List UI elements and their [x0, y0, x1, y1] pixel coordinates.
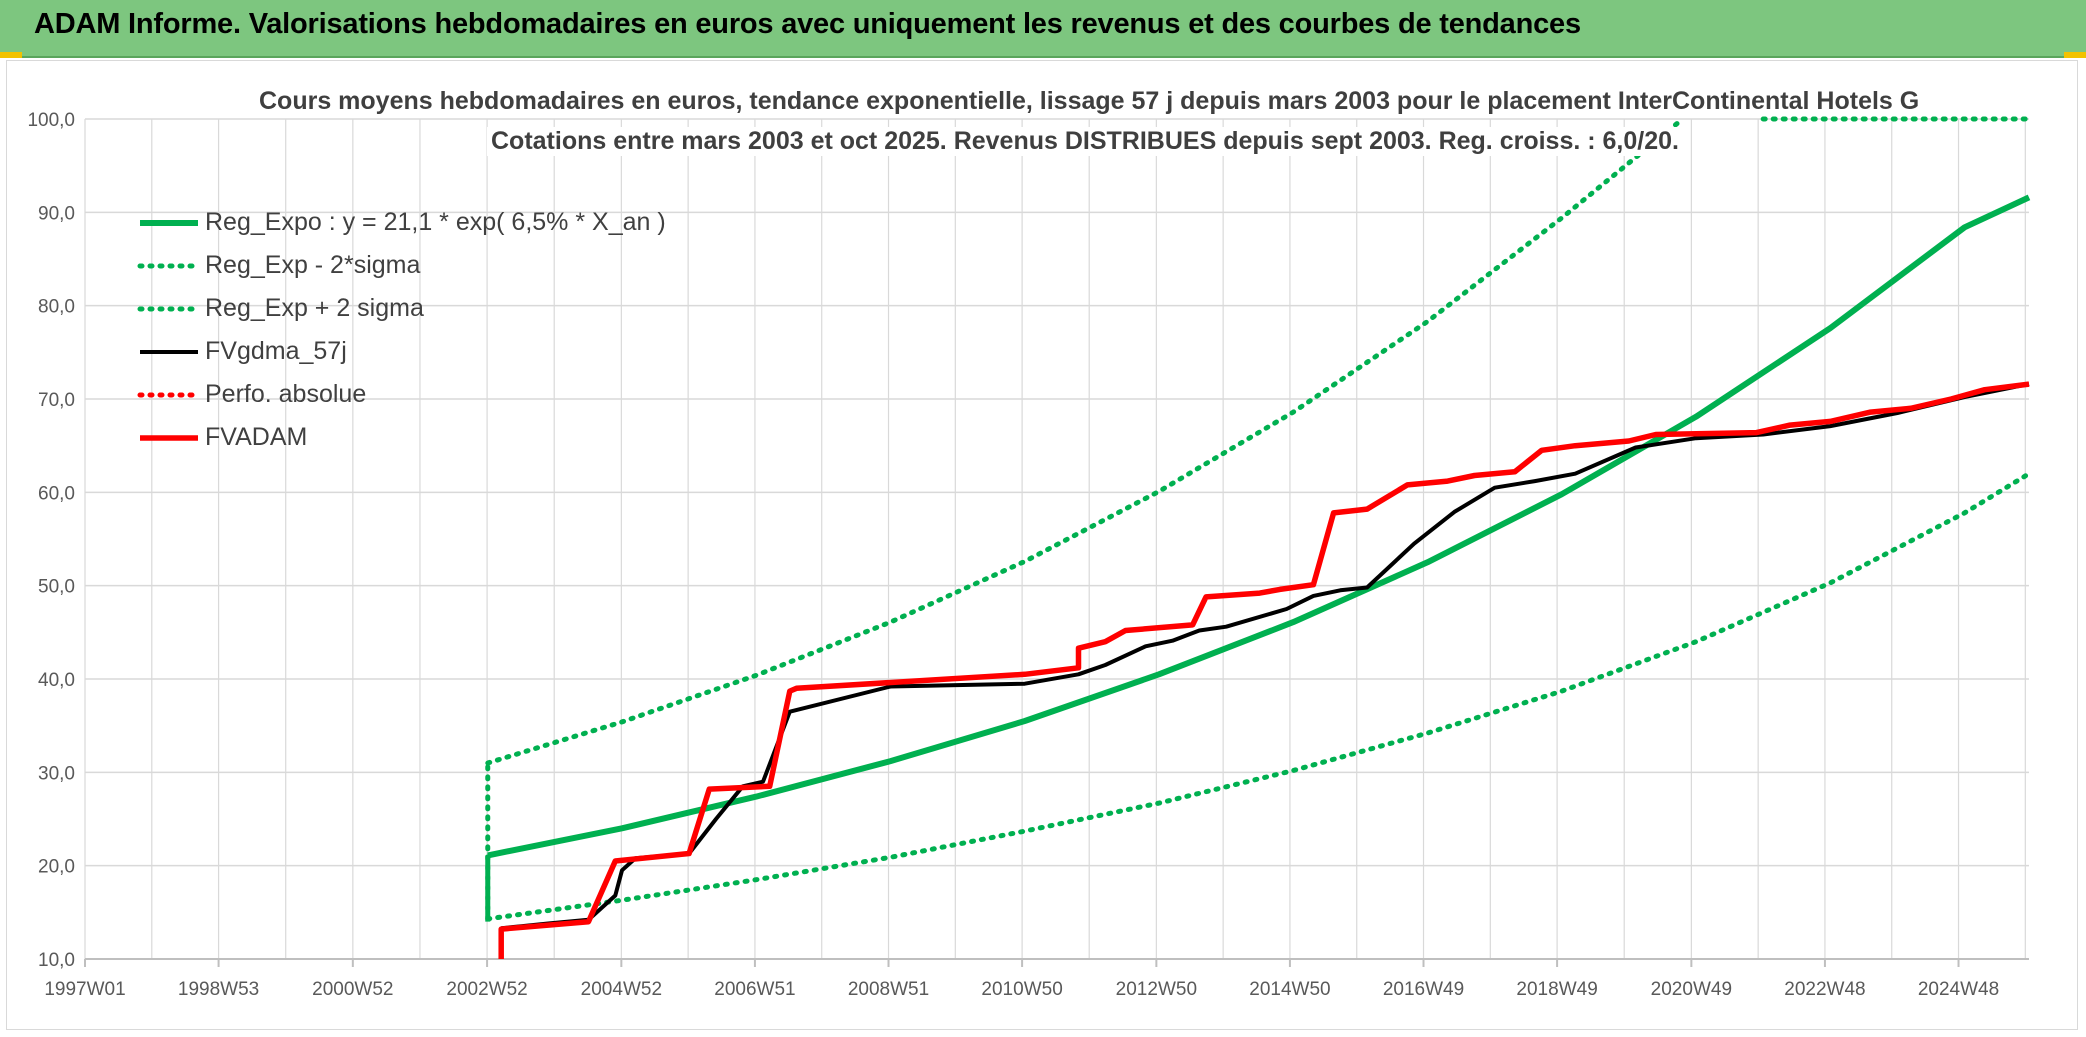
legend-item: Reg_Expo : y = 21,1 * exp( 6,5% * X_an ) [137, 201, 666, 244]
legend-item: FVADAM [137, 416, 666, 459]
x-tick-label: 2016W49 [1383, 979, 1464, 1000]
chart-frame: 10,0 20,0 30,0 40,0 50,0 60,0 70,0 80,0 90,0 100,… [6, 60, 2078, 1030]
legend-swatch [137, 388, 201, 402]
legend-item: Reg_Exp + 2 sigma [137, 287, 666, 330]
page-title: ADAM Informe. Valorisations hebdomadaire… [34, 8, 1581, 40]
series-line-5 [498, 381, 2030, 959]
legend-swatch [137, 345, 201, 359]
y-tick-label: 70,0 [38, 390, 75, 411]
x-tick-label: 2010W50 [981, 979, 1062, 1000]
legend-label: Reg_Expo : y = 21,1 * exp( 6,5% * X_an ) [205, 208, 666, 236]
y-tick-label: 50,0 [38, 577, 75, 598]
series-line-1 [485, 471, 2032, 922]
x-tick-label: 2022W48 [1784, 979, 1865, 1000]
legend-item: Perfo. absolue [137, 373, 666, 416]
legend-item: Reg_Exp - 2*sigma [137, 244, 666, 287]
x-tick-label: 2024W48 [1918, 979, 1999, 1000]
series-line-0 [487, 194, 2031, 859]
x-tick-label: 2000W52 [312, 979, 393, 1000]
corner-marker-right [2064, 52, 2086, 58]
legend-label: Reg_Exp - 2*sigma [205, 251, 421, 279]
chart-subtitle: Cotations entre mars 2003 et oct 2025. R… [487, 127, 1683, 156]
x-tick-label: 2008W51 [848, 979, 929, 1000]
legend-swatch [137, 259, 201, 273]
x-tick-label: 1998W53 [178, 979, 259, 1000]
legend-label: FVADAM [205, 423, 308, 451]
legend-swatch [137, 431, 201, 445]
header-bar: ADAM Informe. Valorisations hebdomadaire… [0, 0, 2086, 58]
x-tick-label: 2004W52 [581, 979, 662, 1000]
chart-canvas: 10,0 20,0 30,0 40,0 50,0 60,0 70,0 80,0 90,0 100,… [27, 110, 2032, 1000]
x-tick-label: 2002W52 [446, 979, 527, 1000]
x-tick-label: 2020W49 [1651, 979, 1732, 1000]
legend-swatch [137, 216, 201, 230]
grid-layer [84, 118, 2029, 960]
legend-swatch [137, 302, 201, 316]
legend-item: FVgdma_57j [137, 330, 666, 373]
x-tick-label: 2014W50 [1249, 979, 1330, 1000]
corner-marker-left [0, 52, 22, 58]
legend-label: Perfo. absolue [205, 380, 367, 408]
legend-label: FVgdma_57j [205, 337, 347, 365]
chart-title: Cours moyens hebdomadaires en euros, ten… [255, 87, 1924, 116]
series-line-3 [501, 382, 2030, 931]
y-tick-label: 10,0 [38, 950, 75, 971]
y-tick-label: 100,0 [27, 110, 75, 131]
series-line-2 [485, 116, 1686, 766]
y-tick-label: 40,0 [38, 670, 75, 691]
x-tick-label: 1997W01 [44, 979, 125, 1000]
y-tick-label: 30,0 [38, 763, 75, 784]
y-tick-label: 90,0 [38, 203, 75, 224]
legend-label: Reg_Exp + 2 sigma [205, 294, 424, 322]
x-tick-label: 2006W51 [714, 979, 795, 1000]
x-tick-label: 2018W49 [1516, 979, 1597, 1000]
y-axis-ticks: 10,0 20,0 30,0 40,0 50,0 60,0 70,0 80,0 90,0 100,… [27, 110, 75, 971]
legend: Reg_Expo : y = 21,1 * exp( 6,5% * X_an )… [137, 201, 666, 459]
y-tick-label: 80,0 [38, 297, 75, 318]
x-tick-label: 2012W50 [1116, 979, 1197, 1000]
series-layer [485, 116, 2032, 959]
y-tick-label: 20,0 [38, 857, 75, 878]
y-tick-label: 60,0 [38, 483, 75, 504]
x-axis-ticks: 1997W01 1998W53 2000W52 2002W52 2004W52 2006W… [44, 959, 1999, 1000]
